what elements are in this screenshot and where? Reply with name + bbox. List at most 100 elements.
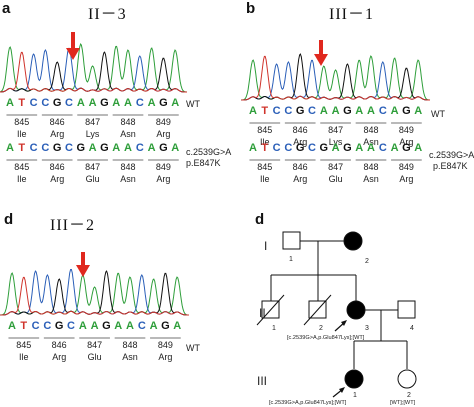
generation-III-label: III bbox=[257, 374, 267, 388]
codon-number: 849 bbox=[399, 162, 414, 172]
codon-number: 848 bbox=[363, 125, 378, 135]
base-letter: C bbox=[136, 97, 144, 109]
amino-acid: Glu bbox=[329, 174, 343, 184]
amino-acid: Ile bbox=[17, 129, 27, 139]
base-letter: A bbox=[91, 320, 99, 332]
amino-acid: Ile bbox=[260, 174, 270, 184]
base-letter: A bbox=[414, 105, 422, 117]
base-letter: A bbox=[355, 142, 363, 154]
base-letter: A bbox=[126, 320, 134, 332]
codon-number: 847 bbox=[328, 162, 343, 172]
amino-acid: Arg bbox=[399, 137, 413, 147]
base-letter: G bbox=[77, 142, 86, 154]
base-letter: C bbox=[379, 105, 387, 117]
proband-arrow-II-3 bbox=[334, 320, 347, 332]
base-letter: A bbox=[112, 142, 120, 154]
base-letter: C bbox=[308, 142, 316, 154]
number-II-1: 1 bbox=[272, 325, 276, 332]
base-letter: A bbox=[148, 142, 156, 154]
codon-number: 849 bbox=[156, 162, 171, 172]
amino-acid: Arg bbox=[156, 174, 170, 184]
number-III-1: 1 bbox=[353, 392, 357, 399]
base-letter: G bbox=[53, 142, 62, 154]
panel-d-left-label: d bbox=[4, 211, 14, 228]
base-letter: C bbox=[273, 142, 281, 154]
individual-III-1 bbox=[344, 369, 364, 389]
base-letter: C bbox=[32, 320, 40, 332]
codon-number: 845 bbox=[14, 117, 29, 127]
pedigree: I II III bbox=[256, 231, 417, 406]
base-letter: G bbox=[159, 142, 168, 154]
codon-number: 848 bbox=[363, 162, 378, 172]
number-I-1: 1 bbox=[289, 256, 293, 263]
base-letter: A bbox=[391, 142, 399, 154]
trace-G bbox=[0, 270, 189, 316]
base-letter: C bbox=[65, 142, 73, 154]
amino-acid: Glu bbox=[88, 352, 102, 362]
amino-acid: Lys bbox=[329, 137, 343, 147]
base-letter: C bbox=[30, 142, 38, 154]
panel-b-label: b bbox=[246, 0, 256, 17]
codon-number: 848 bbox=[122, 340, 137, 350]
trace-T bbox=[0, 51, 187, 93]
base-letter: A bbox=[171, 97, 179, 109]
codon-number: 849 bbox=[156, 117, 171, 127]
amino-acid: Glu bbox=[86, 174, 100, 184]
base-letter: G bbox=[102, 320, 111, 332]
mutation-label-1: c.2539G>A bbox=[429, 150, 474, 160]
base-letter: G bbox=[296, 105, 305, 117]
base-letter: C bbox=[67, 320, 75, 332]
amino-acid: Ile bbox=[260, 137, 270, 147]
base-letter: T bbox=[261, 142, 268, 154]
base-letter: A bbox=[8, 320, 16, 332]
base-letter: C bbox=[65, 97, 73, 109]
base-letter: A bbox=[414, 142, 422, 154]
base-letter: G bbox=[320, 142, 329, 154]
amino-acid: Ile bbox=[17, 174, 27, 184]
mutation-label-1: c.2539G>A bbox=[186, 147, 231, 157]
mutation-arrow bbox=[314, 40, 328, 66]
individual-I-2 bbox=[343, 231, 363, 251]
individual-II-4 bbox=[397, 300, 416, 319]
amino-acid: Arg bbox=[52, 352, 66, 362]
number-II-2: 2 bbox=[319, 325, 323, 332]
wt-codons: 845 Ile 846 Arg 847 Lys 848 Asn 849 Arg bbox=[6, 114, 179, 139]
mutation-arrow bbox=[76, 252, 90, 277]
base-letter: G bbox=[402, 142, 411, 154]
amino-acid: Asn bbox=[363, 137, 379, 147]
base-letter: C bbox=[379, 142, 387, 154]
individual-II-2 bbox=[308, 300, 327, 319]
codon-number: 847 bbox=[87, 340, 102, 350]
base-letter: G bbox=[343, 105, 352, 117]
codon-number: 846 bbox=[293, 162, 308, 172]
trace-G bbox=[241, 53, 430, 101]
base-letter: C bbox=[284, 105, 292, 117]
genotype-III-1: [c.2539G>A,p.Glu847Lys];[WT] bbox=[269, 400, 347, 406]
base-letter: A bbox=[77, 97, 85, 109]
amino-acid: Arg bbox=[293, 137, 307, 147]
base-letter: G bbox=[343, 142, 352, 154]
codon-number: 845 bbox=[257, 162, 272, 172]
amino-acid: Arg bbox=[50, 129, 64, 139]
base-letter: A bbox=[150, 320, 158, 332]
mutant-codons: 845 Ile 846 Arg 847 Glu 848 Asn 849 Arg bbox=[6, 159, 179, 184]
individual-I-1 bbox=[282, 231, 301, 250]
base-letter: C bbox=[136, 142, 144, 154]
base-letter: G bbox=[100, 97, 109, 109]
base-letter: T bbox=[18, 97, 25, 109]
wt-label: WT bbox=[186, 99, 200, 109]
chromatogram-trace bbox=[0, 269, 189, 316]
proband-arrow-III-1 bbox=[332, 387, 345, 398]
base-letter: G bbox=[55, 320, 64, 332]
chromatogram-trace bbox=[241, 53, 431, 101]
panel-a-label: a bbox=[2, 0, 11, 17]
codon-number: 848 bbox=[120, 117, 135, 127]
